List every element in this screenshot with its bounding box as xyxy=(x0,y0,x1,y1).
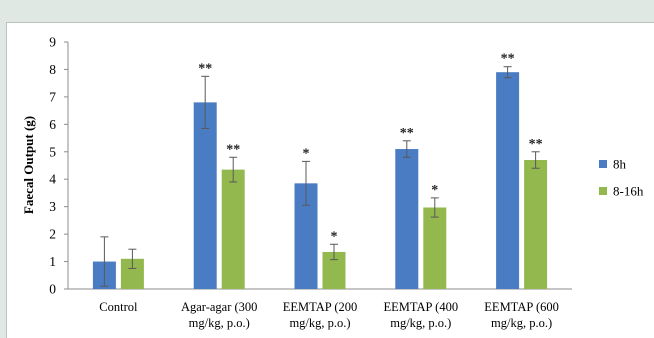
legend-label: 8h xyxy=(613,157,627,172)
bar-chart: Faecal Output (g) 0 1 2 3 4 5 6 7 8 9 Control Agar-… xyxy=(21,35,644,331)
significance-label: ** xyxy=(400,126,414,141)
significance-label: ** xyxy=(198,61,212,76)
bars: **** ********* xyxy=(92,52,548,289)
legend-swatch-8h xyxy=(599,160,607,168)
significance-label: ** xyxy=(529,137,543,152)
bar-8-16h-1 xyxy=(221,169,245,289)
significance-label: * xyxy=(431,183,438,198)
y-tick-label: 7 xyxy=(49,89,56,104)
y-tick-label: 5 xyxy=(49,144,56,159)
bar-8-16h-2 xyxy=(322,251,346,289)
x-category-label: Agar-agar (300 xyxy=(181,300,257,314)
y-tick-label: 9 xyxy=(49,35,56,50)
bar-8-16h-3 xyxy=(423,207,447,289)
x-category-label: EEMTAP (400 xyxy=(384,300,459,314)
legend-label: 8-16h xyxy=(613,184,644,199)
y-tick-label: 0 xyxy=(49,282,56,297)
bar-8h-2 xyxy=(294,183,318,289)
x-category-label: Control xyxy=(99,300,138,314)
x-category-label: mg/kg, p.o.) xyxy=(390,316,451,330)
significance-label: ** xyxy=(226,142,240,157)
y-tick-label: 1 xyxy=(49,254,56,269)
bar-8h-3 xyxy=(395,149,419,289)
significance-label: ** xyxy=(501,52,515,67)
y-tick-label: 2 xyxy=(49,227,56,242)
legend: 8h 8-16h xyxy=(599,157,644,199)
chart-frame: Faecal Output (g) 0 1 2 3 4 5 6 7 8 9 Control Agar-… xyxy=(6,22,654,338)
bar-8-16h-0 xyxy=(120,258,144,289)
bar-8h-4 xyxy=(496,72,520,289)
legend-swatch-8-16h xyxy=(599,187,607,195)
y-tick-label: 3 xyxy=(49,199,56,214)
y-axis-label: Faecal Output (g) xyxy=(21,116,36,214)
significance-label: * xyxy=(331,229,338,244)
x-category-label: mg/kg, p.o.) xyxy=(189,316,250,330)
y-tick-label: 4 xyxy=(49,172,56,187)
x-category-label: EEMTAP (200 xyxy=(283,300,358,314)
significance-label: * xyxy=(303,146,310,161)
axes: 0 1 2 3 4 5 6 7 8 9 Control Agar-agar (300 mg/kg, p.… xyxy=(49,35,572,330)
x-category-label: mg/kg, p.o.) xyxy=(491,316,552,330)
bar-8h-1 xyxy=(193,102,217,289)
x-category-label: mg/kg, p.o.) xyxy=(289,316,350,330)
bar-8-16h-4 xyxy=(524,160,548,289)
y-tick-label: 8 xyxy=(49,62,56,77)
y-tick-label: 6 xyxy=(49,117,56,132)
x-category-label: EEMTAP (600 xyxy=(484,300,559,314)
